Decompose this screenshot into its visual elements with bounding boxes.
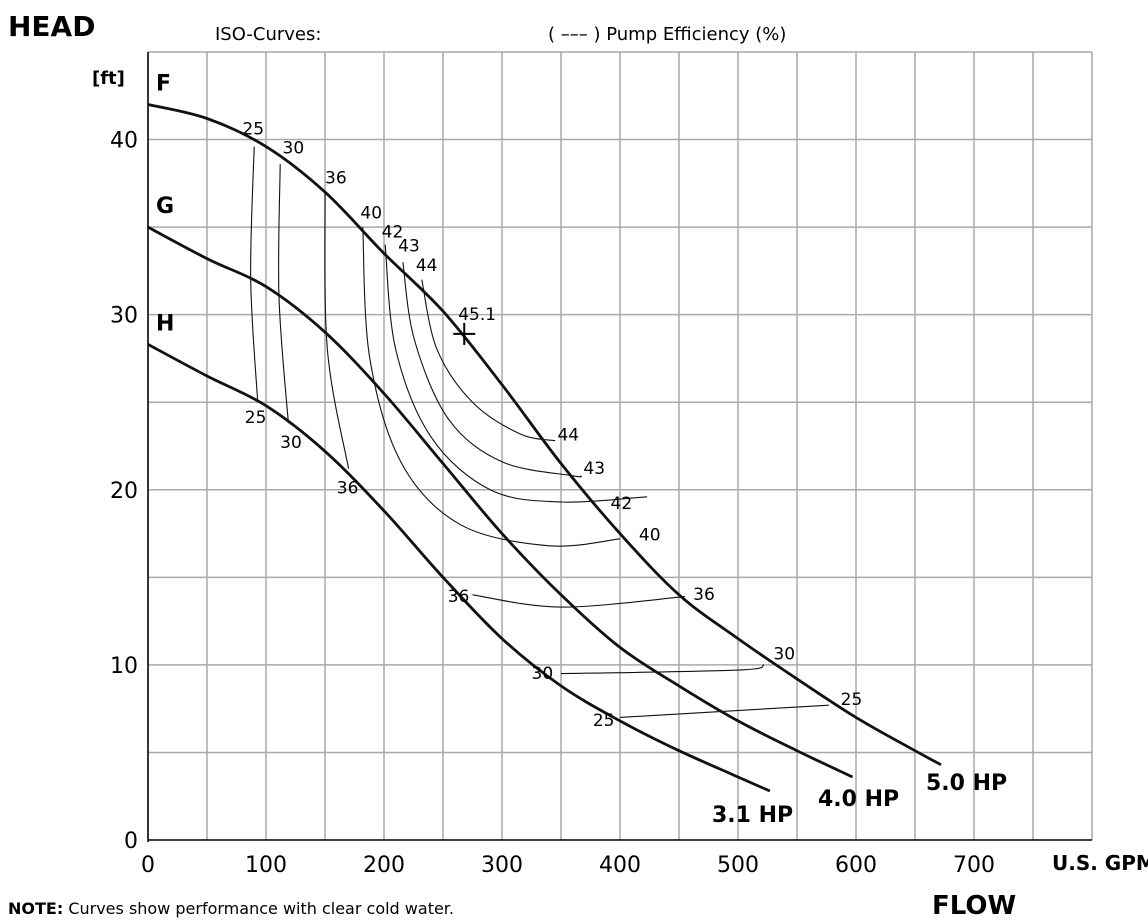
x-tick-label: 0	[141, 853, 155, 878]
curve-label-f: F	[156, 72, 171, 97]
iso-efficiency-lines	[250, 146, 829, 718]
footer-note: NOTE: Curves show performance with clear…	[8, 899, 454, 918]
power-label: 5.0 HP	[926, 771, 1007, 796]
note-bold: NOTE:	[8, 899, 63, 918]
iso-value-label: 30	[280, 433, 302, 453]
x-tick-label: 500	[717, 853, 759, 878]
x-axis-unit: U.S. GPM	[1052, 851, 1148, 875]
grid: 0 100 200 300 400 500 600 700 0 10 20 30 40	[110, 51, 1093, 878]
iso-line-40	[362, 227, 621, 547]
iso-curves-caption: ISO-Curves:	[215, 24, 321, 45]
y-tick-label: 30	[110, 304, 138, 329]
y-axis-title: HEAD	[8, 10, 95, 43]
curve-label-g: G	[156, 194, 174, 219]
y-tick-label: 40	[110, 129, 138, 154]
iso-value-label: 43	[398, 237, 420, 257]
x-tick-label: 600	[835, 853, 877, 878]
iso-value-label: 42	[611, 494, 633, 514]
iso-line-44	[421, 279, 556, 442]
iso-line-42	[384, 244, 648, 503]
power-label: 3.1 HP	[712, 803, 793, 828]
iso-value-label: 42	[382, 223, 404, 243]
iso-value-label: 25	[593, 711, 615, 731]
curve-label-h: H	[156, 311, 174, 336]
iso-line-43	[402, 262, 582, 478]
x-tick-label: 400	[599, 853, 641, 878]
curve-h	[147, 343, 771, 793]
iso-line-25	[250, 146, 259, 403]
y-tick-label: 20	[110, 479, 138, 504]
iso-value-label: 43	[583, 459, 605, 479]
iso-value-label: 36	[448, 587, 470, 607]
note-text: Curves show performance with clear cold …	[63, 899, 454, 918]
iso-value-label: 25	[841, 690, 863, 710]
iso-value-label: 25	[242, 119, 264, 139]
x-tick-label: 700	[953, 853, 995, 878]
iso-value-label: 25	[245, 408, 267, 428]
iso-value-label: 40	[639, 526, 661, 546]
iso-value-label: 30	[532, 664, 554, 684]
iso-line-36	[472, 594, 685, 608]
y-tick-label: 10	[110, 654, 138, 679]
x-axis-title: FLOW	[932, 891, 1016, 921]
iso-line-30	[560, 664, 765, 675]
iso-value-label: 44	[557, 426, 579, 446]
iso-value-label: 40	[360, 203, 382, 223]
x-tick-label: 300	[481, 853, 523, 878]
iso-line-36	[324, 192, 350, 469]
iso-line-30	[278, 164, 289, 424]
pump-curves	[147, 103, 942, 793]
power-label: 4.0 HP	[818, 787, 899, 812]
y-axis-unit: [ft]	[92, 68, 125, 89]
curve-g	[147, 225, 854, 779]
efficiency-caption: ( ––– ) Pump Efficiency (%)	[548, 24, 786, 45]
x-tick-label: 200	[363, 853, 405, 878]
curve-f	[147, 103, 942, 766]
iso-value-label: 30	[773, 645, 795, 665]
x-tick-label: 100	[245, 853, 287, 878]
iso-value-label: 36	[337, 478, 359, 498]
iso-value-label: 36	[693, 585, 715, 605]
iso-value-label: 30	[283, 139, 305, 159]
y-tick-label: 0	[124, 829, 138, 854]
iso-value-label: 44	[416, 256, 438, 276]
iso-line-25	[619, 704, 829, 718]
bep-label: 45.1	[458, 305, 496, 325]
iso-value-label: 36	[325, 168, 347, 188]
